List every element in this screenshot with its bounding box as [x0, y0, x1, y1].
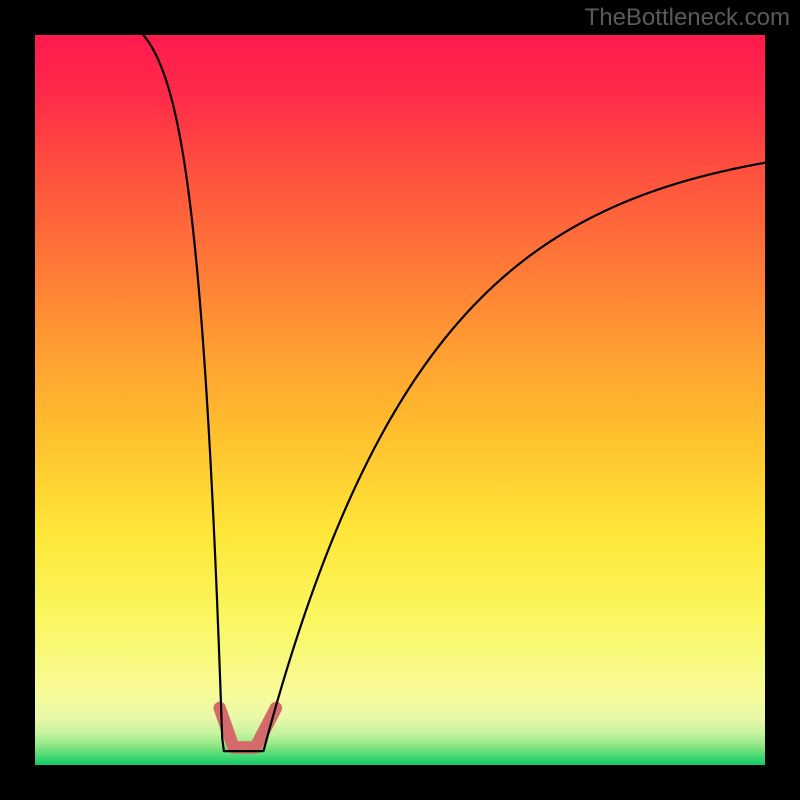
- watermark-text: TheBottleneck.com: [585, 4, 790, 32]
- chart-container: TheBottleneck.com: [0, 0, 800, 800]
- plot-background-gradient: [35, 35, 765, 765]
- bottleneck-curve-chart: [0, 0, 800, 800]
